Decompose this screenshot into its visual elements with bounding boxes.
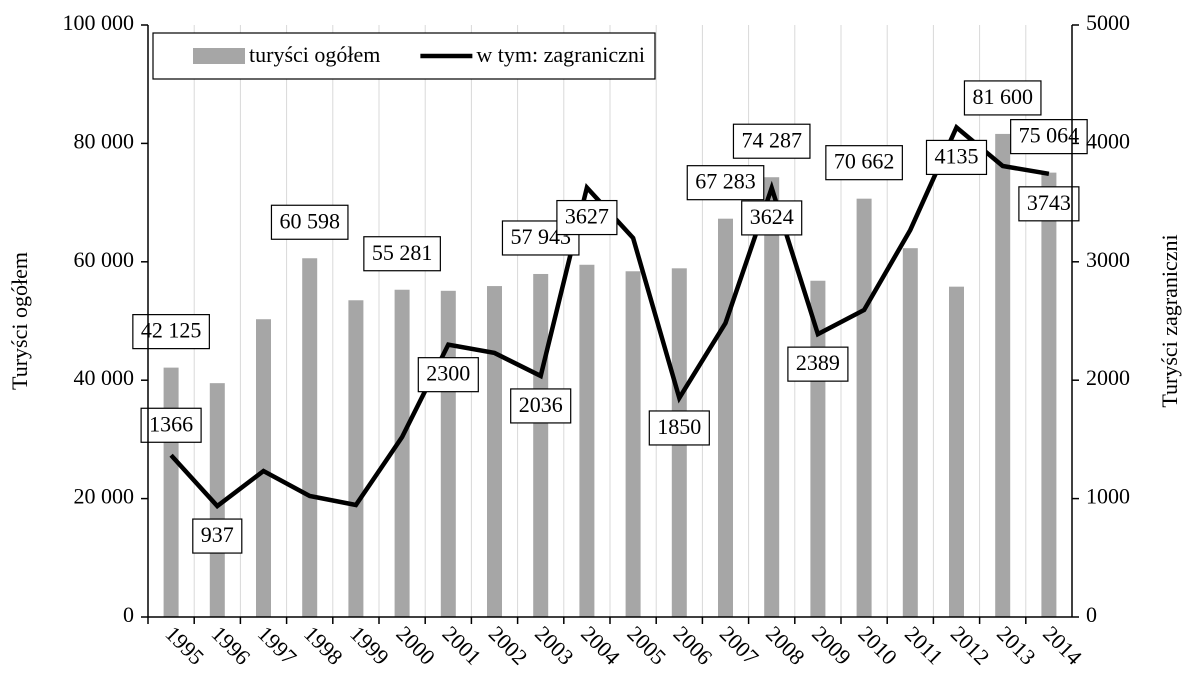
y2-tick-label: 1000	[1086, 484, 1130, 509]
bar	[579, 264, 595, 617]
x-tick-label: 1999	[345, 621, 394, 670]
x-tick-label: 2003	[530, 621, 579, 670]
y-tick-label: 0	[123, 602, 134, 627]
data-label: 2300	[426, 361, 470, 386]
y-axis-title: Turyści ogółem	[7, 252, 32, 390]
data-label-box	[825, 145, 903, 181]
data-label-box	[925, 139, 988, 176]
x-tick-label: 1996	[207, 621, 256, 670]
x-tick-label: 2012	[946, 621, 995, 670]
data-label: 67 283	[695, 169, 756, 194]
bar	[764, 177, 780, 618]
data-label-box	[417, 357, 479, 393]
x-tick-label: 1998	[299, 621, 348, 670]
data-label-box	[648, 410, 710, 446]
y-tick-label: 40 000	[74, 365, 135, 390]
data-label-box	[963, 80, 1042, 116]
y2-tick-label: 3000	[1086, 247, 1130, 272]
data-label: 81 600	[972, 84, 1033, 109]
y2-tick-label: 4000	[1086, 128, 1130, 153]
y-tick-label: 80 000	[74, 128, 135, 153]
bar	[256, 319, 271, 617]
x-tick-label: 1997	[253, 621, 302, 670]
data-label-box	[270, 204, 349, 240]
data-label: 1366	[149, 411, 193, 436]
data-label: 937	[201, 522, 234, 547]
y2-tick-label: 2000	[1086, 365, 1130, 390]
legend-label: w tym: zagraniczni	[476, 42, 645, 67]
x-tick-label: 2005	[622, 621, 671, 670]
bar	[902, 248, 918, 617]
x-tick-label: 2011	[900, 621, 948, 669]
bar	[163, 367, 179, 617]
legend-swatch	[193, 48, 245, 64]
bar	[487, 286, 502, 617]
data-label-box	[363, 236, 441, 272]
bar	[209, 383, 225, 617]
bar	[348, 300, 364, 617]
bar	[302, 258, 318, 617]
x-tick-label: 2014	[1038, 621, 1087, 670]
x-tick-label: 2000	[391, 621, 440, 670]
x-tick-label: 2002	[484, 621, 533, 670]
data-label-box	[732, 123, 811, 159]
x-tick-label: 2001	[438, 621, 487, 670]
data-label: 3624	[750, 204, 794, 229]
bar	[440, 290, 456, 617]
bar	[394, 289, 410, 617]
data-label-box	[787, 346, 849, 382]
x-tick-label: 2013	[992, 621, 1041, 670]
grid	[193, 25, 1073, 617]
data-label-box	[132, 314, 210, 350]
data-label: 42 125	[141, 318, 202, 343]
data-label: 1850	[657, 414, 701, 439]
bar	[1041, 172, 1057, 617]
x-tick-label: 2009	[807, 621, 856, 670]
y2-tick-label: 0	[1086, 602, 1097, 627]
data-label-box	[1010, 119, 1088, 155]
bar	[718, 218, 733, 618]
y-tick-label: 60 000	[74, 247, 135, 272]
bar	[856, 198, 872, 617]
bar	[625, 271, 641, 617]
legend: turyści ogółem w tym: zagraniczni	[152, 32, 656, 80]
legend-label: turyści ogółem	[249, 42, 380, 67]
data-label: 55 281	[372, 240, 433, 265]
data-label: 4135	[935, 143, 979, 168]
data-label: 3743	[1027, 190, 1071, 215]
data-label-box	[686, 165, 765, 201]
bar	[995, 133, 1011, 618]
x-tick-label: 2008	[761, 621, 810, 670]
data-label-box	[192, 518, 243, 554]
data-label: 3627	[565, 204, 609, 229]
y-tick-label: 20 000	[74, 484, 135, 509]
x-tick-label: 2010	[853, 621, 902, 670]
data-label-box	[556, 199, 618, 236]
data-label-box	[140, 407, 202, 443]
data-label: 74 287	[741, 127, 802, 152]
data-label: 2389	[796, 350, 840, 375]
y-tick-label: 100 000	[63, 10, 135, 35]
data-label: 2036	[519, 392, 563, 417]
x-tick-label: 2004	[576, 621, 625, 670]
x-tick-label: 1995	[160, 621, 209, 670]
y2-tick-label: 5000	[1086, 10, 1130, 35]
data-label-box	[510, 388, 572, 424]
data-label-box	[1018, 186, 1080, 222]
bar	[533, 273, 549, 617]
data-label: 70 662	[834, 149, 895, 174]
x-tick-label: 2006	[669, 621, 718, 670]
bar	[949, 286, 964, 617]
y2-axis-title: Turyści zagraniczni	[1157, 234, 1182, 407]
data-label: 60 598	[279, 208, 340, 233]
data-label: 75 064	[1019, 123, 1080, 148]
data-label-box	[741, 200, 803, 236]
x-tick-label: 2007	[715, 621, 764, 670]
